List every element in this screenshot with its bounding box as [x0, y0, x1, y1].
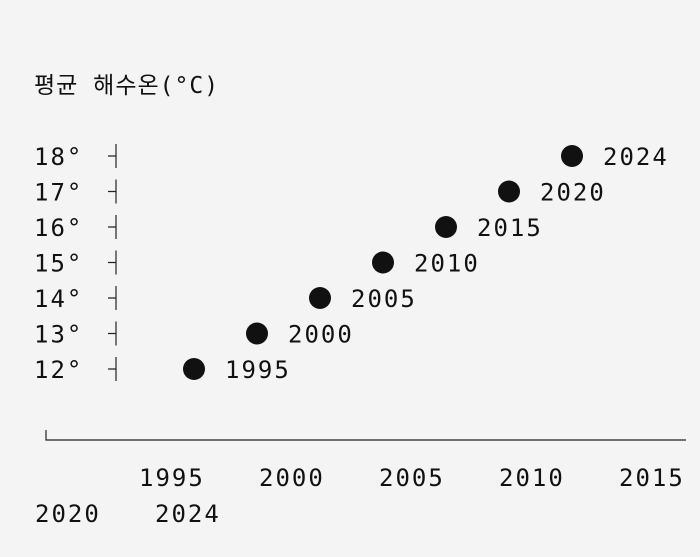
y-tick-mark	[108, 144, 117, 168]
x-tick-label: 1995	[139, 464, 205, 492]
x-axis: 1995 2000 2005 2010 2015 2020 2024	[35, 430, 686, 528]
data-point	[498, 180, 520, 203]
chart-title: 평균 해수온(°C)	[34, 73, 219, 99]
y-tick-label: 16°	[34, 214, 83, 242]
x-tick-label: 2020	[35, 500, 101, 528]
x-tick-label: 2010	[499, 464, 565, 492]
x-axis-line	[45, 430, 686, 441]
data-point	[435, 216, 457, 238]
point-label: 2015	[477, 214, 543, 242]
point-label: 2024	[603, 143, 669, 171]
x-tick-label: 2024	[155, 500, 221, 528]
point-label: 2010	[414, 250, 480, 278]
y-tick-label: 13°	[34, 321, 83, 349]
y-axis: 18° 17° 16° 15° 14° 13° 12°	[34, 143, 117, 384]
data-point	[183, 358, 205, 380]
y-tick-mark	[108, 215, 117, 239]
y-tick-mark	[108, 286, 117, 310]
scatter-points: 1995 2000 2005 2010 2015 2020 2024	[183, 143, 669, 384]
y-tick-mark	[108, 179, 117, 204]
y-tick-label: 18°	[34, 143, 83, 171]
x-tick-label: 2000	[259, 464, 325, 492]
y-tick-mark	[108, 357, 117, 381]
y-tick-label: 14°	[34, 285, 83, 313]
y-tick-mark	[108, 250, 117, 275]
point-label: 2000	[288, 321, 354, 349]
y-tick-label: 15°	[34, 250, 83, 278]
data-point	[309, 287, 331, 309]
point-label: 2020	[540, 179, 606, 207]
x-tick-label: 2015	[619, 464, 685, 492]
y-tick-label: 12°	[34, 356, 83, 384]
data-point	[372, 251, 394, 274]
y-tick-label: 17°	[34, 179, 83, 207]
y-tick-mark	[108, 321, 117, 346]
point-label: 1995	[225, 356, 291, 384]
point-label: 2005	[351, 285, 417, 313]
x-tick-label: 2005	[379, 464, 445, 492]
data-point	[561, 145, 583, 167]
data-point	[246, 322, 268, 345]
